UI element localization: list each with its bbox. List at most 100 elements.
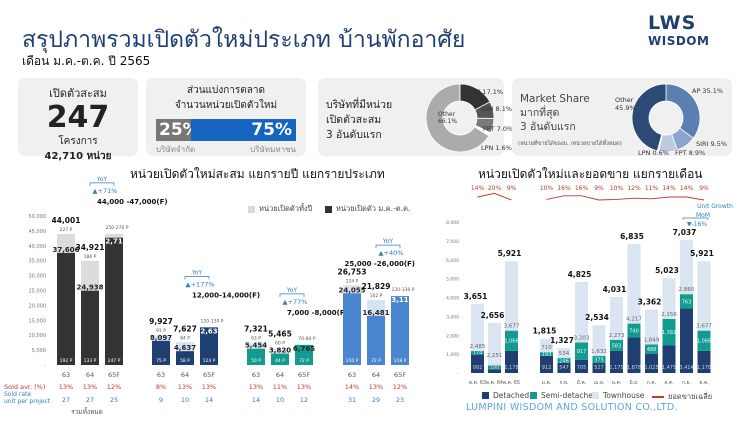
ytd-projects: 124 P <box>203 358 216 364</box>
slice-ap <box>665 83 701 139</box>
ytd-projects: 110 P <box>346 358 359 364</box>
full-year-bar <box>367 299 385 365</box>
townhouse-bar <box>697 261 711 331</box>
townhouse-value: 4,217 <box>626 317 642 323</box>
month-label: ต.ค. <box>699 381 708 386</box>
month-label: ก.ย. <box>682 381 691 386</box>
full-year-bar <box>295 344 313 365</box>
legend-townhouse: Townhouse <box>592 391 644 400</box>
month-label: ก.พ. <box>559 380 568 386</box>
month-label: ก.ค. <box>647 381 656 386</box>
donut2-siri: SIRI 9.5% <box>696 140 728 148</box>
footer-company: LUMPINI WISDOM AND SOLUTION CO.,LTD. <box>466 402 678 413</box>
sold-rate-label: Sold rate <box>4 391 31 398</box>
full-year-projects: 91 P <box>156 328 166 334</box>
market-share-card: ส่วนแบ่งการตลาด จำนวนหน่วยเปิดตัวใหม่ 25… <box>146 78 306 156</box>
legend-detached: Detached <box>482 391 529 400</box>
detached-bar <box>471 354 484 373</box>
ytd-value: 5,454 <box>245 342 267 350</box>
full-year-projects: 63 P <box>251 336 261 342</box>
sold-rate-value: 14 <box>252 396 260 404</box>
ytd-bar <box>57 252 75 365</box>
full-year-bar <box>391 296 409 365</box>
right-ytick: 2,000 <box>446 333 459 339</box>
ytd-bar <box>391 296 409 365</box>
semi-bar <box>645 344 658 354</box>
ytd-bar <box>105 237 123 365</box>
semi-bar <box>610 339 623 351</box>
yoy-value: ▲+177% <box>185 280 214 288</box>
semi-bar <box>662 318 676 346</box>
ms-line1: Market Share <box>520 93 590 105</box>
month-label: พ.ค. <box>612 380 621 386</box>
ytd-projects: 133 P <box>84 358 97 364</box>
right-ytick: - <box>457 372 459 377</box>
month-total: 1,815 <box>533 327 557 336</box>
ytd-bar <box>343 293 361 365</box>
donut1-other: Other 66.1% <box>438 111 458 125</box>
ytd-bar <box>176 351 194 365</box>
month-total: 3,651 <box>464 292 488 301</box>
detached-bar <box>505 350 518 373</box>
sold-rate-pct: 14% <box>471 185 485 192</box>
x-label: 63 <box>252 371 260 379</box>
semi-value: 583 <box>612 343 622 349</box>
donut2-fpt: FPT 8.9% <box>675 149 706 157</box>
ytd-bar <box>295 344 313 365</box>
donut1-lpn: LPN 1.6% <box>481 144 512 152</box>
detached-value: 705 <box>577 365 587 371</box>
page-subtitle: เดือน ม.ค.-ต.ค. ปี 2565 <box>22 54 151 68</box>
sold-avr-value: 13% <box>202 383 216 391</box>
ytd-value: 4,637 <box>174 344 196 352</box>
donut1-fpt: FPT 7.0% <box>483 125 514 133</box>
yoy-bracket <box>89 182 115 186</box>
detached-bar <box>662 345 676 373</box>
forecast-value: 12,000-14,000(F) <box>192 291 260 299</box>
detached-bar <box>645 353 658 373</box>
sold-avr-value: 8% <box>156 383 166 391</box>
full-year-bar <box>200 327 218 365</box>
ytd-projects: 192 P <box>60 358 73 364</box>
x-label: 64 <box>86 371 94 379</box>
month-label: มี.ค. <box>577 379 586 386</box>
detached-value: 912 <box>542 365 552 371</box>
semi-bar <box>471 350 484 355</box>
x-label: 65F <box>108 371 120 379</box>
townhouse-value: 3,677 <box>504 324 520 330</box>
top3-line1: บริษัทที่มีหน่วย <box>326 99 393 111</box>
townhouse-bar <box>680 240 693 295</box>
sold-rate-value: 27 <box>86 396 94 404</box>
yoy-value: ▲+77% <box>283 298 308 306</box>
left-ytick: 40,000 <box>29 244 47 250</box>
total-units: 42,710 หน่วย <box>44 151 112 162</box>
left-ytick: - <box>44 363 46 369</box>
full-year-bar <box>343 285 361 365</box>
month-total: 5,023 <box>655 266 679 275</box>
semi-value: 763 <box>682 299 692 305</box>
sold-rate-value: 10 <box>276 396 284 404</box>
detached-bar <box>557 362 571 373</box>
townhouse-value: 710 <box>541 345 552 351</box>
legend-semi-label: Semi-detached <box>541 391 598 400</box>
month-label: ต.ค. 65 <box>503 380 520 386</box>
right-ytick: 8,000 <box>446 220 459 226</box>
sold-rate-pct: 11% <box>645 185 659 192</box>
semi-bar <box>505 330 518 351</box>
detached-bar <box>592 363 606 373</box>
ms-line3: 3 อันดับแรก <box>520 121 576 133</box>
ytd-value: 37,606 <box>52 246 79 254</box>
sold-avr-value: 14% <box>345 383 359 391</box>
sold-avr-value: 13% <box>178 383 192 391</box>
townhouse-value: 3,203 <box>574 335 590 341</box>
forecast-projects: 250-270 P <box>106 225 129 231</box>
left-ytick: 5,000 <box>32 348 46 354</box>
ms-line2: มากที่สุด <box>520 107 560 119</box>
semi-value: 174 <box>473 351 483 357</box>
ytd-projects: 50 P <box>251 358 261 364</box>
townhouse-value: 2,860 <box>679 287 695 293</box>
detached-value: 190 <box>490 365 500 371</box>
full-year-bar <box>176 342 194 365</box>
detached-bar <box>610 350 623 373</box>
right-ytick: 3,000 <box>446 314 459 320</box>
ytd-bar <box>152 340 170 365</box>
